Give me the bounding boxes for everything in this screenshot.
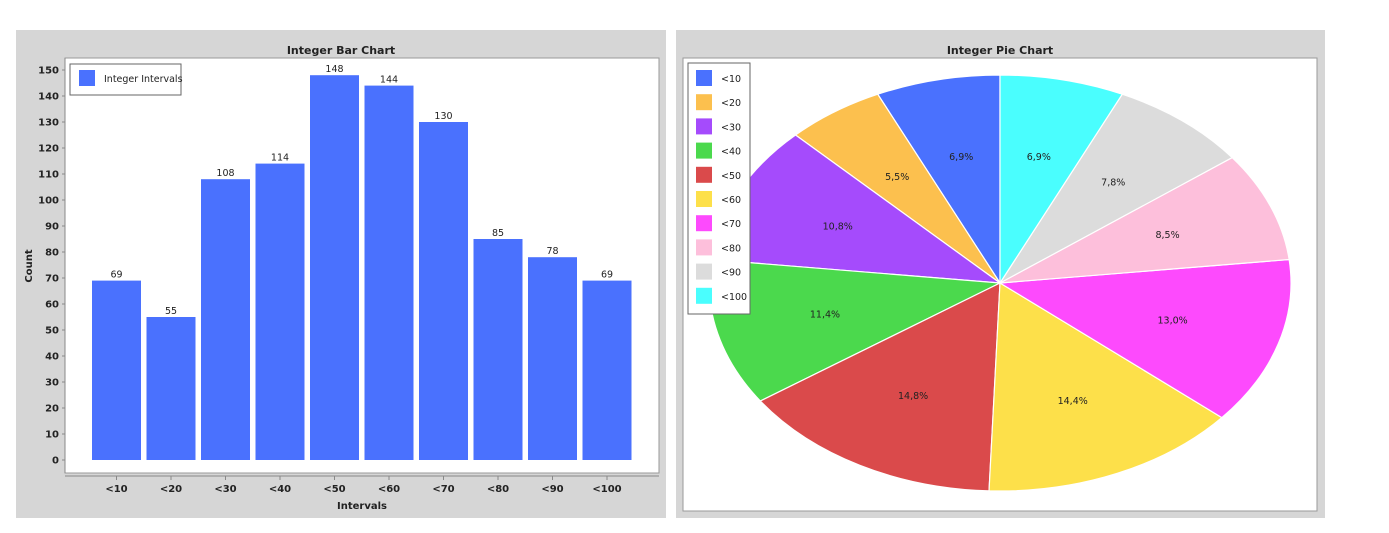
legend-label: <70: [721, 219, 741, 230]
legend-label: <100: [721, 292, 747, 303]
slice-pct-label: 14,8%: [898, 391, 928, 402]
bar: [310, 75, 359, 460]
legend-swatch: [696, 287, 712, 304]
legend-swatch: [696, 263, 712, 280]
legend-label: <90: [721, 268, 741, 279]
y-tick-label: 100: [38, 196, 59, 207]
bar: [419, 122, 468, 460]
bar-chart: Integer Bar Chart 0 10 20 30 40 50 60 70 80 90 100 1…: [24, 44, 660, 512]
y-tick-label: 40: [45, 352, 59, 363]
legend-label: <80: [721, 243, 741, 254]
pie-slice: [998, 258, 1292, 419]
pie-slice: [759, 282, 1001, 492]
legend-label: <10: [721, 74, 741, 85]
legend-label: <30: [721, 122, 741, 133]
x-tick-label: <90: [541, 484, 563, 495]
bar-value-label: 55: [165, 306, 177, 317]
x-tick-label: <60: [378, 484, 400, 495]
y-tick-label: 10: [45, 430, 59, 441]
pie-chart: Integer Pie Chart 6,9% 5,5% 10,8% 11,4% 14,8%…: [682, 44, 1318, 512]
slice-pct-label: 8,5%: [1155, 230, 1179, 241]
y-tick-label: 140: [38, 92, 59, 103]
pie-slice: [876, 74, 1001, 286]
chart-title: Integer Pie Chart: [947, 44, 1053, 57]
x-tick-label: <30: [214, 484, 236, 495]
bar-value-label: 144: [380, 75, 398, 86]
legend-swatch: [696, 94, 712, 111]
bar-value-label: 78: [546, 246, 558, 257]
bar-value-label: 148: [325, 64, 343, 75]
slice-pct-label: 11,4%: [810, 309, 840, 320]
legend-swatch: [696, 191, 712, 207]
bar-value-label: 85: [492, 228, 504, 239]
legend-swatch: [696, 70, 712, 86]
bar: [582, 280, 632, 460]
pie-slice: [999, 156, 1290, 284]
legend: <10 <20 <30 <40 <50 <60 <70 <80 <90 <100: [687, 62, 751, 315]
slice-pct-label: 5,5%: [885, 172, 909, 183]
pie-slice: [988, 281, 1223, 492]
pie-chart-panel: Integer Pie Chart 6,9% 5,5% 10,8% 11,4% 14,8%…: [676, 30, 1325, 518]
slice-pct-label: 13,0%: [1158, 316, 1188, 327]
legend-swatch: [79, 70, 95, 86]
bar: [255, 163, 305, 460]
slice-pct-label: 7,8%: [1101, 178, 1125, 189]
y-tick-label: 20: [45, 404, 59, 415]
legend-label: Integer Intervals: [104, 74, 183, 85]
y-tick-label: 120: [38, 144, 59, 155]
pie-slice: [999, 93, 1234, 284]
x-tick-label: <80: [487, 484, 509, 495]
legend-label: <50: [721, 171, 741, 182]
bar-chart-panel: Integer Bar Chart 0 10 20 30 40 50 60 70 80 90 100 1…: [16, 30, 666, 518]
y-tick-label: 0: [52, 456, 59, 467]
bar-value-label: 114: [271, 153, 289, 164]
legend: Integer Intervals: [69, 63, 183, 96]
legend-swatch: [696, 118, 712, 135]
x-tick-label: <40: [269, 484, 291, 495]
y-tick-label: 150: [38, 66, 59, 77]
pie-slice: [999, 74, 1124, 286]
x-tick-label: <20: [160, 484, 182, 495]
x-tick-label: <100: [592, 484, 621, 495]
slice-pct-label: 14,4%: [1058, 396, 1088, 407]
chart-title: Integer Bar Chart: [287, 44, 395, 57]
bar-value-label: 69: [110, 270, 122, 281]
bar: [201, 179, 250, 460]
legend-swatch: [696, 166, 712, 183]
slice-pct-label: 6,9%: [1027, 152, 1051, 163]
legend-label: <20: [721, 98, 741, 109]
bar-value-label: 108: [216, 168, 234, 179]
bar-value-label: 69: [601, 270, 613, 281]
bar: [364, 85, 414, 460]
y-tick-label: 80: [45, 248, 59, 259]
y-tick-label: 90: [45, 222, 59, 233]
x-tick-label: <10: [105, 484, 127, 495]
legend-label: <60: [721, 195, 741, 206]
y-tick-label: 110: [38, 170, 59, 181]
x-tick-label: <70: [432, 484, 454, 495]
y-tick-label: 30: [45, 378, 59, 389]
x-tick-label: <50: [323, 484, 345, 495]
y-axis-label: Count: [24, 249, 35, 282]
legend-label: <40: [721, 147, 741, 158]
legend-swatch: [696, 142, 712, 159]
slice-pct-label: 10,8%: [823, 222, 853, 233]
bar: [146, 317, 196, 460]
bar: [473, 239, 523, 460]
y-tick-label: 130: [38, 118, 59, 129]
y-tick-label: 60: [45, 300, 59, 311]
y-tick-label: 50: [45, 326, 59, 337]
legend-swatch: [696, 239, 712, 256]
slice-pct-label: 6,9%: [949, 152, 973, 163]
bar: [92, 280, 141, 460]
y-tick-label: 70: [45, 274, 59, 285]
legend-swatch: [696, 215, 712, 232]
bar: [528, 257, 577, 460]
x-axis-label: Intervals: [337, 501, 387, 512]
bar-value-label: 130: [434, 111, 452, 122]
